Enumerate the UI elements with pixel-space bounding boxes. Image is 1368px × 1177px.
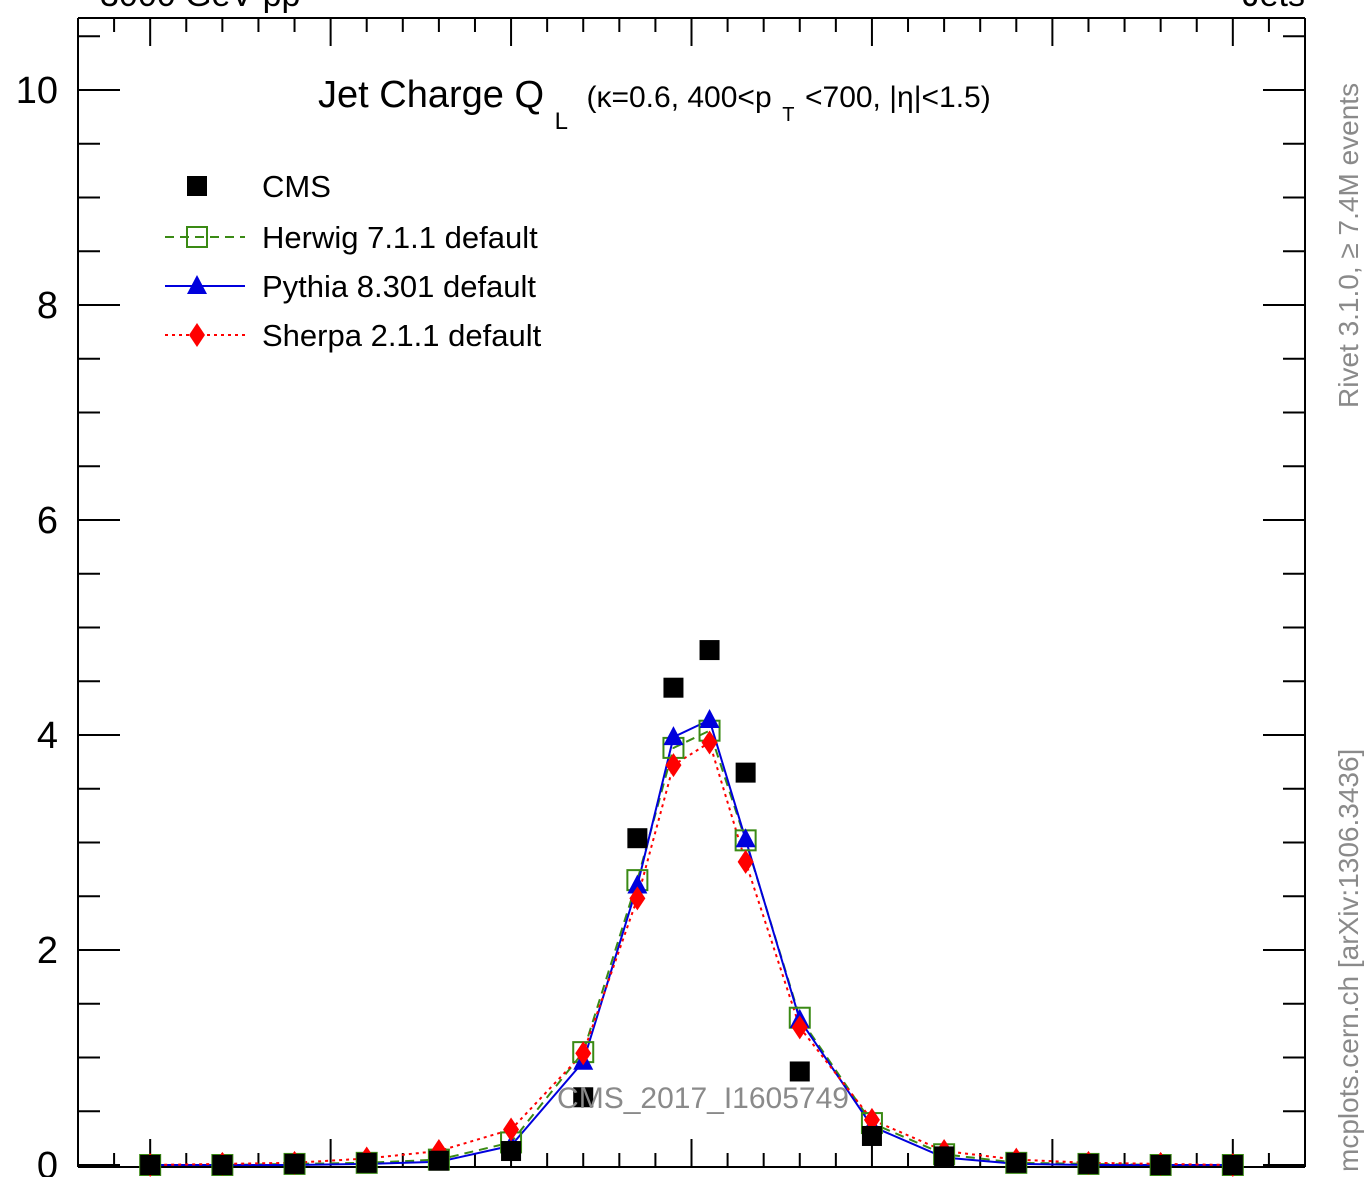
y-tick-labels: 0 2 4 6 8 10 — [16, 70, 58, 1177]
data-point-sherpa-2-1-1-default — [863, 1107, 880, 1132]
plot-title: Jet Charge Q L (κ=0.6, 400<p T <700, |η|… — [318, 74, 991, 138]
series-lines — [150, 718, 1233, 1166]
title-main-subscript: L — [555, 108, 568, 135]
legend-label-herwig-7-1-1-default: Herwig 7.1.1 default — [262, 220, 538, 255]
data-point-cms — [1222, 1155, 1243, 1175]
title-paren-end: <700, |η|<1.5) — [805, 81, 991, 114]
data-point-cms — [627, 828, 648, 849]
data-point-sherpa-2-1-1-default — [737, 849, 754, 874]
series-markers — [139, 640, 1244, 1177]
series-line-herwig-7-1-1-default — [150, 729, 1233, 1166]
data-point-pythia-8-301-default — [735, 828, 756, 848]
legend-label-sherpa-2-1-1-default: Sherpa 2.1.1 default — [262, 318, 542, 353]
legend-marker-herwig-7-1-1-default — [186, 226, 208, 248]
data-point-cms — [356, 1152, 377, 1173]
data-point-cms — [1006, 1152, 1027, 1173]
data-point-sherpa-2-1-1-default — [791, 1015, 808, 1040]
plot-frame — [77, 17, 1306, 1168]
data-point-cms — [699, 640, 720, 661]
data-point-sherpa-2-1-1-default — [629, 886, 646, 911]
y-tick-label: 10 — [16, 70, 58, 112]
y-tick-label: 2 — [37, 930, 58, 972]
y-tick-label: 0 — [37, 1145, 58, 1177]
data-point-cms — [1078, 1153, 1099, 1174]
data-point-cms — [1150, 1155, 1171, 1175]
data-point-cms — [140, 1155, 161, 1175]
process-label: Jets — [1243, 0, 1305, 14]
data-point-cms — [861, 1125, 882, 1146]
y-tick-label: 8 — [37, 285, 58, 327]
legend: CMS Herwig 7.1.1 default Pythia 8.301 defa… — [165, 169, 542, 353]
data-point-cms — [212, 1155, 233, 1175]
data-point-pythia-8-301-default — [663, 726, 684, 746]
title-pt-subscript: T — [782, 104, 794, 126]
series-line-sherpa-2-1-1-default — [150, 740, 1233, 1166]
data-point-sherpa-2-1-1-default — [701, 730, 718, 755]
legend-label-pythia-8-301-default: Pythia 8.301 default — [262, 269, 536, 304]
mcplots-credit-label: mcplots.cern.ch [arXiv:1306.3436] — [1333, 749, 1364, 1172]
title-main: Jet Charge Q — [318, 74, 544, 116]
y-tick-label: 4 — [37, 715, 58, 757]
data-point-cms — [789, 1061, 810, 1082]
data-point-pythia-8-301-default — [627, 874, 648, 894]
y-tick-label: 6 — [37, 500, 58, 542]
legend-marker-pythia-8-301-default — [187, 275, 207, 294]
data-point-cms — [735, 762, 756, 783]
legend-marker-cms — [187, 176, 207, 196]
energy-beam-label: 3000 GeV pp — [100, 0, 300, 14]
data-point-pythia-8-301-default — [699, 708, 720, 728]
data-point-sherpa-2-1-1-default — [503, 1117, 520, 1142]
series-line-pythia-8-301-default — [150, 718, 1233, 1166]
data-point-cms — [284, 1153, 305, 1174]
data-point-cms — [573, 1087, 594, 1108]
rivet-version-label: Rivet 3.1.0, ≥ 7.4M events — [1333, 83, 1364, 408]
legend-label-cms: CMS — [262, 169, 331, 204]
analysis-watermark: CMS_2017_I1605749 — [557, 1082, 849, 1115]
data-point-cms — [428, 1150, 449, 1171]
data-point-cms — [663, 677, 684, 698]
title-paren-start: (κ=0.6, 400<p — [586, 81, 771, 114]
data-point-sherpa-2-1-1-default — [665, 753, 682, 778]
legend-marker-sherpa-2-1-1-default — [189, 323, 205, 347]
data-point-cms — [501, 1141, 522, 1162]
data-point-sherpa-2-1-1-default — [575, 1041, 592, 1066]
data-point-cms — [934, 1146, 955, 1167]
